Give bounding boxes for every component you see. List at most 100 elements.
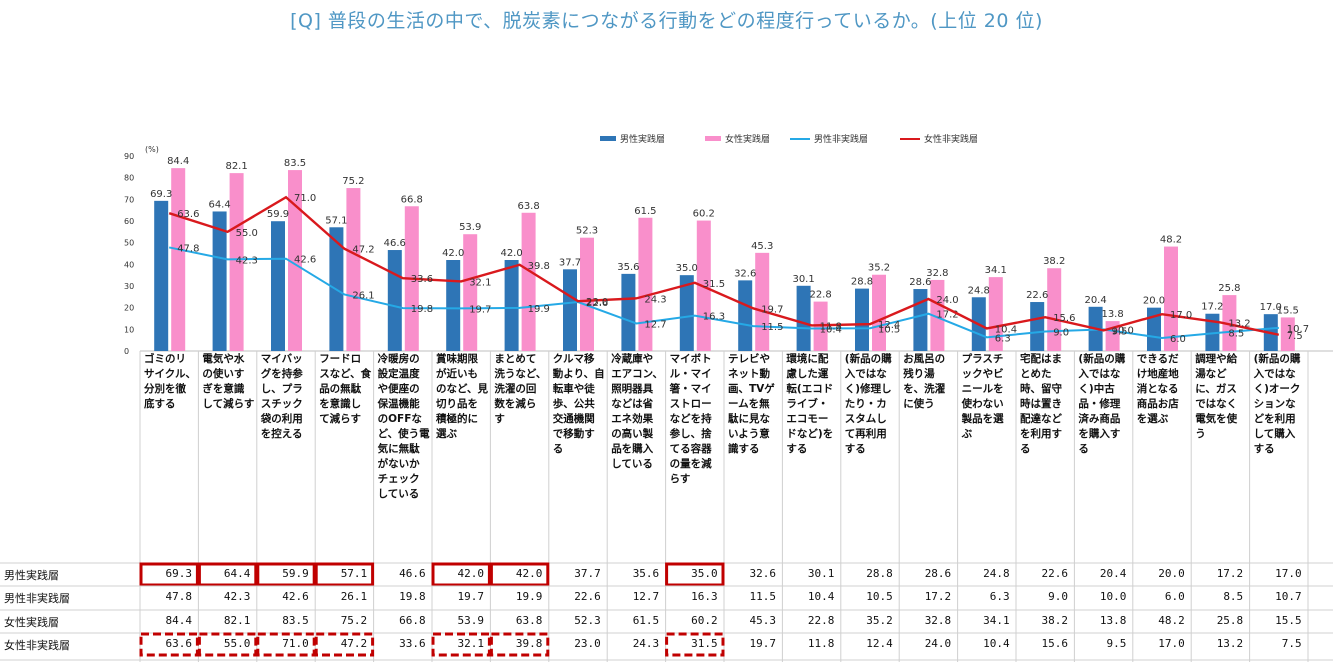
data-label-male-nonpractice: 19.7 (469, 304, 491, 315)
highlight-box (256, 632, 316, 657)
table-cell: 24.3 (632, 637, 660, 650)
bar-male-practice (212, 211, 227, 351)
bar-female-practice (755, 252, 770, 351)
table-cell: 12.7 (632, 590, 660, 603)
data-label-male-nonpractice: 6.0 (1170, 334, 1186, 345)
table-cell: 48.2 (1158, 614, 1185, 627)
data-label-male-nonpractice: 10.0 (1112, 325, 1134, 336)
table-cell: 13.2 (1216, 637, 1244, 650)
bar-female-practice (463, 234, 478, 351)
table-cell: 15.5 (1275, 614, 1302, 627)
category-label: マイボトル・マイ箸・マイストローなどを持参し、捨てる容器の量を減らす (669, 353, 712, 485)
data-label-male-nonpractice: 6.3 (995, 333, 1011, 344)
data-label-female-nonpractice: 11.8 (820, 321, 842, 332)
data-label-male-practice: 32.6 (734, 268, 756, 279)
data-label-female-nonpractice: 19.7 (761, 304, 783, 315)
data-label-female-nonpractice: 32.1 (469, 277, 491, 288)
data-label-female-practice: 13.8 (1101, 309, 1123, 320)
table-cell: 39.8 (515, 637, 543, 650)
bar-male-practice (563, 269, 577, 351)
category-label: クルマ移動より、自転車や徒歩、公共交通機関で移動する (552, 353, 605, 455)
data-label-female-practice: 32.8 (926, 268, 948, 279)
table-cell: 6.0 (1164, 590, 1185, 603)
y-axis-unit: (%) (145, 145, 159, 154)
table-cell: 38.2 (1041, 614, 1069, 627)
data-label-female-practice: 75.2 (342, 176, 364, 187)
bar-male-practice (446, 260, 461, 351)
bar-female-practice (229, 173, 244, 351)
data-label-female-practice: 38.2 (1043, 256, 1065, 267)
category-label: まとめて洗うなど、洗濯の回数を減らす (494, 353, 547, 425)
table-cell: 57.1 (340, 567, 368, 580)
table-cell: 19.7 (749, 637, 777, 650)
table-cell: 45.3 (749, 614, 777, 627)
chart-title: [Q] 普段の生活の中で、脱炭素につながる行動をどの程度行っているか。(上位 2… (290, 10, 1043, 32)
table-cell: 10.7 (1275, 590, 1302, 603)
category-label: プラスチックやビニールを使わない製品を選ぶ (961, 353, 1004, 440)
table-cell: 24.8 (983, 567, 1010, 580)
legend-swatch (705, 136, 721, 141)
highlight-box (256, 562, 316, 587)
table-cell: 26.1 (340, 590, 368, 603)
legend-label: 男性非実践層 (814, 133, 868, 145)
table-cell: 8.5 (1223, 590, 1244, 603)
data-label-male-nonpractice: 42.3 (236, 255, 258, 266)
data-label-male-nonpractice: 19.8 (411, 304, 433, 315)
table-cell: 24.0 (924, 637, 952, 650)
category-label: 電気や水の使いすぎを意識して減らす (202, 353, 255, 410)
table-cell: 47.2 (340, 637, 368, 650)
y-tick-label: 60 (124, 217, 134, 226)
table-cell: 28.8 (866, 567, 893, 580)
legend-label: 女性非実践層 (924, 133, 978, 145)
data-label-female-nonpractice: 7.5 (1287, 331, 1303, 342)
data-label-male-practice: 46.6 (384, 238, 406, 249)
data-label-male-practice: 20.0 (1143, 296, 1165, 307)
bar-male-practice (621, 273, 636, 351)
table-row-label: 女性実践層 (4, 616, 59, 629)
table-cell: 19.9 (515, 590, 543, 603)
table-cell: 71.0 (282, 637, 309, 650)
category-label: 調理や給湯などに、ガスではなく電気を使う (1195, 353, 1238, 440)
data-label-female-nonpractice: 10.4 (995, 324, 1017, 335)
table-cell: 17.2 (924, 590, 952, 603)
data-label-female-practice: 84.4 (167, 156, 189, 167)
table-cell: 47.8 (165, 590, 193, 603)
legend-label: 女性実践層 (725, 133, 770, 145)
category-label: お風呂の残り湯を、洗濯に使う (903, 353, 946, 410)
data-label-female-practice: 66.8 (401, 194, 423, 205)
table-cell: 22.6 (1041, 567, 1069, 580)
data-label-male-practice: 22.6 (1026, 290, 1048, 301)
highlight-box (489, 562, 550, 587)
data-label-female-nonpractice: 55.0 (236, 228, 258, 239)
highlight-box (197, 632, 258, 657)
table-cell: 63.8 (515, 614, 543, 627)
table-cell: 42.0 (457, 567, 485, 580)
data-label-male-practice: 24.8 (968, 285, 990, 296)
data-label-male-nonpractice: 10.5 (878, 324, 900, 335)
table-cell: 17.0 (1275, 567, 1302, 580)
data-label-female-practice: 25.8 (1218, 283, 1240, 294)
table-cell: 61.5 (632, 614, 660, 627)
data-label-male-practice: 57.1 (325, 215, 347, 226)
table-cell: 10.0 (1099, 590, 1127, 603)
data-label-male-nonpractice: 19.9 (528, 304, 550, 315)
bar-male-practice (271, 221, 285, 351)
data-label-female-practice: 82.1 (225, 161, 247, 172)
table-cell: 32.1 (457, 637, 485, 650)
data-label-female-practice: 63.8 (517, 201, 539, 212)
highlight-box (665, 562, 725, 587)
table-cell: 69.3 (165, 567, 193, 580)
data-label-female-nonpractice: 24.3 (644, 294, 666, 305)
data-label-female-practice: 53.9 (459, 222, 481, 233)
table-cell: 17.0 (1158, 637, 1185, 650)
table-cell: 75.2 (340, 614, 368, 627)
table-cell: 59.9 (282, 567, 309, 580)
data-label-female-practice: 61.5 (634, 206, 656, 217)
category-label: テレビやネット動画、TVゲームを無駄に見ないよう意識する (728, 353, 775, 455)
table-cell: 55.0 (223, 637, 251, 650)
bar-female-practice (988, 277, 1003, 351)
data-label-female-nonpractice: 31.5 (703, 279, 725, 290)
data-label-female-nonpractice: 63.6 (177, 209, 199, 220)
table-cell: 30.1 (807, 567, 835, 580)
table-cell: 42.0 (515, 567, 543, 580)
